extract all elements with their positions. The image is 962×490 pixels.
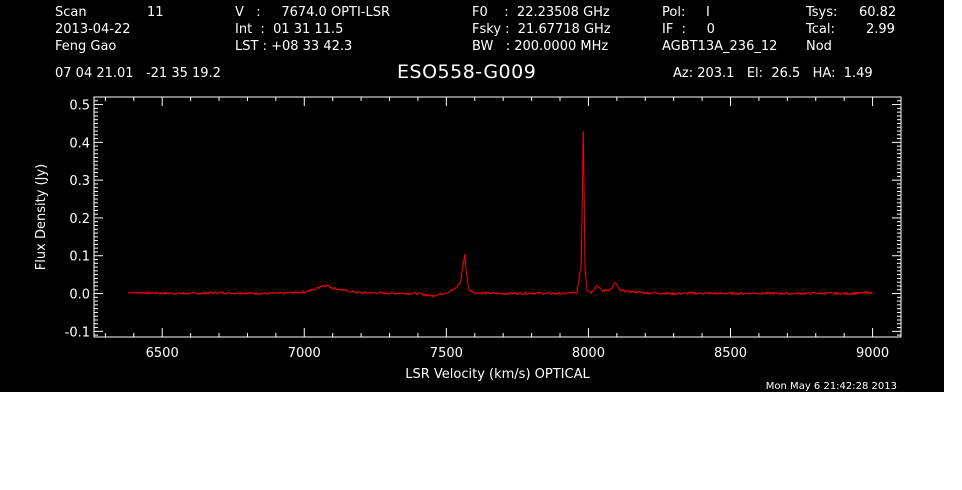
plot-timestamp: Mon May 6 21:42:28 2013 bbox=[766, 381, 897, 392]
x-tick-label: 9000 bbox=[856, 346, 889, 361]
if-line: IF : 0 bbox=[662, 22, 715, 37]
observer-name: Feng Gao bbox=[55, 39, 117, 54]
y-tick-label: 0.2 bbox=[69, 212, 90, 227]
spectrum-chart: 6500 7000 7500 8000 8500 9000 -0.1 0.0 0.1 0.2 0.3… bbox=[34, 96, 902, 392]
scan-number: 11 bbox=[147, 5, 164, 20]
y-tick-label: 0.0 bbox=[69, 288, 90, 303]
y-tick-label: 0.3 bbox=[69, 174, 90, 189]
y-axis-label: Flux Density (Jy) bbox=[34, 164, 49, 270]
rest-frequency-line: F0 : 22.23508 GHz bbox=[472, 5, 610, 20]
bandwidth-line: BW : 200.0000 MHz bbox=[472, 39, 609, 54]
y-tick-label: 0.1 bbox=[69, 250, 90, 265]
tsys-label: Tsys: bbox=[806, 5, 838, 20]
tcal-label: Tcal: bbox=[806, 22, 835, 37]
lst-line: LST : +08 33 42.3 bbox=[235, 39, 353, 54]
project-id: AGBT13A_236_12 bbox=[662, 39, 778, 54]
az-el-ha: Az: 203.1 El: 26.5 HA: 1.49 bbox=[673, 66, 873, 81]
x-tick-label: 8500 bbox=[714, 346, 747, 361]
spectrum-line bbox=[128, 131, 873, 298]
y-tick-label: 0.5 bbox=[69, 99, 90, 114]
plot-panel: Scan 11 2013-04-22 Feng Gao V : 7674.0 O… bbox=[0, 0, 944, 392]
x-tick-label: 8000 bbox=[572, 346, 605, 361]
sky-frequency-line: Fsky : 21.67718 GHz bbox=[472, 22, 611, 37]
source-name: ESO558-G009 bbox=[397, 61, 537, 83]
scan-label: Scan bbox=[55, 5, 87, 20]
x-axis-label: LSR Velocity (km/s) OPTICAL bbox=[405, 367, 590, 382]
switching-mode: Nod bbox=[806, 39, 832, 54]
tcal-value: 2.99 bbox=[866, 22, 895, 37]
tsys-value: 60.82 bbox=[859, 5, 897, 20]
observation-date: 2013-04-22 bbox=[55, 22, 131, 37]
source-coordinates: 07 04 21.01 -21 35 19.2 bbox=[55, 66, 221, 81]
velocity-line: V : 7674.0 OPTI-LSR bbox=[235, 5, 391, 20]
x-tick-label: 7000 bbox=[288, 346, 321, 361]
x-tick-label: 7500 bbox=[430, 346, 463, 361]
y-tick-label: 0.4 bbox=[69, 136, 90, 151]
integration-line: Int : 01 31 11.5 bbox=[235, 22, 344, 37]
plot-frame bbox=[93, 96, 902, 338]
polarization-line: Pol: I bbox=[662, 5, 710, 20]
x-tick-label: 6500 bbox=[146, 346, 179, 361]
y-tick-label: -0.1 bbox=[65, 325, 90, 340]
